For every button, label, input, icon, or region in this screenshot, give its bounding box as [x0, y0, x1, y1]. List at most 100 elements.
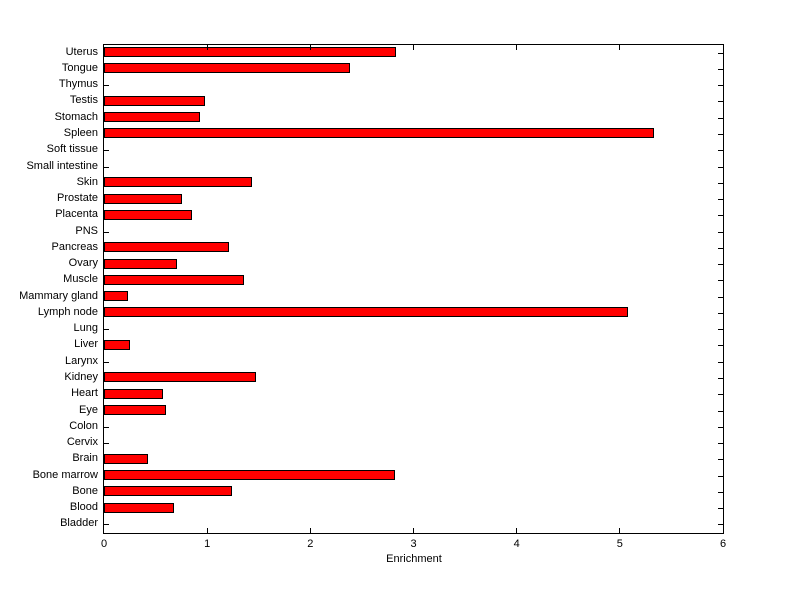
y-axis-label: Placenta [55, 208, 98, 221]
y-tick-right [718, 247, 723, 249]
y-axis-label: Brain [72, 452, 98, 465]
y-axis-label: Larynx [64, 354, 98, 367]
x-axis-title: Enrichment [386, 553, 442, 565]
y-tick-right [718, 426, 723, 428]
y-tick-right [718, 329, 723, 331]
y-tick-right [718, 491, 723, 493]
bar [104, 339, 130, 350]
bar [104, 47, 397, 58]
y-axis-label: Spleen [63, 126, 98, 139]
bar [104, 470, 395, 481]
y-axis-label: Tongue [61, 61, 98, 74]
y-tick-right [718, 52, 723, 54]
y-axis-label: Blood [69, 501, 98, 514]
y-tick-right [718, 459, 723, 461]
bar [104, 291, 128, 302]
bar [104, 274, 245, 285]
y-axis-label: Thymus [58, 78, 98, 91]
y-axis-label: Eye [79, 403, 98, 416]
y-tick-left [104, 150, 109, 152]
bar [104, 193, 183, 204]
y-tick-right [718, 117, 723, 119]
y-axis-label: Prostate [57, 192, 98, 205]
x-tick-top [619, 45, 621, 50]
y-tick-right [718, 312, 723, 314]
y-axis-label: Kidney [64, 370, 98, 383]
y-tick-left [104, 166, 109, 168]
bar [104, 63, 350, 74]
y-tick-left [104, 231, 109, 233]
y-tick-right [718, 150, 723, 152]
bar [104, 453, 149, 464]
x-tick-top [309, 45, 311, 50]
bar [104, 258, 178, 269]
y-tick-left [104, 426, 109, 428]
y-axis-label: Lymph node [37, 305, 98, 318]
x-tick-label: 5 [616, 538, 623, 550]
y-tick-right [718, 280, 723, 282]
y-axis-label: Pancreas [51, 240, 98, 253]
bar [104, 242, 229, 253]
x-tick-label: 6 [719, 538, 727, 550]
y-tick-right [718, 377, 723, 379]
x-tick-top [413, 45, 414, 50]
y-axis-label: Bladder [60, 517, 98, 530]
y-tick-right [718, 166, 723, 168]
x-tick-bottom [309, 528, 311, 533]
y-tick-right [718, 264, 723, 266]
y-tick-right [718, 394, 723, 396]
x-tick-bottom [413, 528, 414, 533]
y-axis-label: Uterus [65, 45, 98, 58]
y-tick-right [718, 101, 723, 103]
y-tick-right [718, 133, 723, 135]
y-tick-right [718, 296, 723, 298]
y-tick-left [104, 443, 109, 445]
x-tick-bottom [516, 528, 518, 533]
y-axis-label: Testis [69, 94, 98, 107]
x-tick-top [206, 45, 208, 50]
bar [104, 177, 252, 188]
y-tick-right [718, 182, 723, 184]
y-axis-label: Stomach [54, 110, 98, 123]
y-axis-label: Cervix [66, 436, 98, 449]
bar [104, 372, 256, 383]
x-tick-label: 0 [100, 538, 108, 550]
y-tick-left [104, 329, 109, 331]
y-axis-label: Heart [71, 387, 98, 400]
y-axis-label: Bone marrow [32, 468, 98, 481]
y-tick-right [718, 508, 723, 510]
y-axis-label: Colon [69, 419, 98, 432]
y-tick-right [718, 199, 723, 201]
y-tick-left [104, 85, 109, 87]
y-axis-label: Bone [72, 484, 98, 497]
bar [104, 502, 175, 513]
y-axis-label: PNS [75, 224, 98, 237]
y-axis-label: Muscle [63, 273, 98, 286]
y-axis-label: Liver [74, 338, 98, 351]
bar [104, 209, 192, 220]
y-tick-right [718, 215, 723, 217]
y-axis-label: Lung [73, 322, 98, 335]
y-tick-left [104, 524, 109, 526]
bar [104, 405, 166, 415]
x-tick-label: 4 [513, 538, 520, 550]
y-tick-right [718, 410, 723, 412]
y-tick-right [718, 85, 723, 87]
bar [104, 95, 206, 106]
y-tick-right [718, 345, 723, 347]
x-tick-bottom [206, 528, 208, 533]
y-tick-right [718, 475, 723, 477]
y-axis-label: Soft tissue [46, 143, 98, 156]
y-tick-right [718, 231, 723, 233]
bar [104, 307, 629, 318]
x-tick-label: 2 [307, 538, 314, 550]
y-axis-label: Mammary gland [19, 289, 98, 302]
plot-area [103, 44, 724, 534]
y-axis-label: Small intestine [26, 159, 98, 172]
bar [104, 388, 163, 399]
y-tick-left [104, 361, 109, 363]
x-tick-bottom [619, 528, 621, 533]
y-tick-right [718, 68, 723, 70]
y-tick-right [718, 524, 723, 526]
